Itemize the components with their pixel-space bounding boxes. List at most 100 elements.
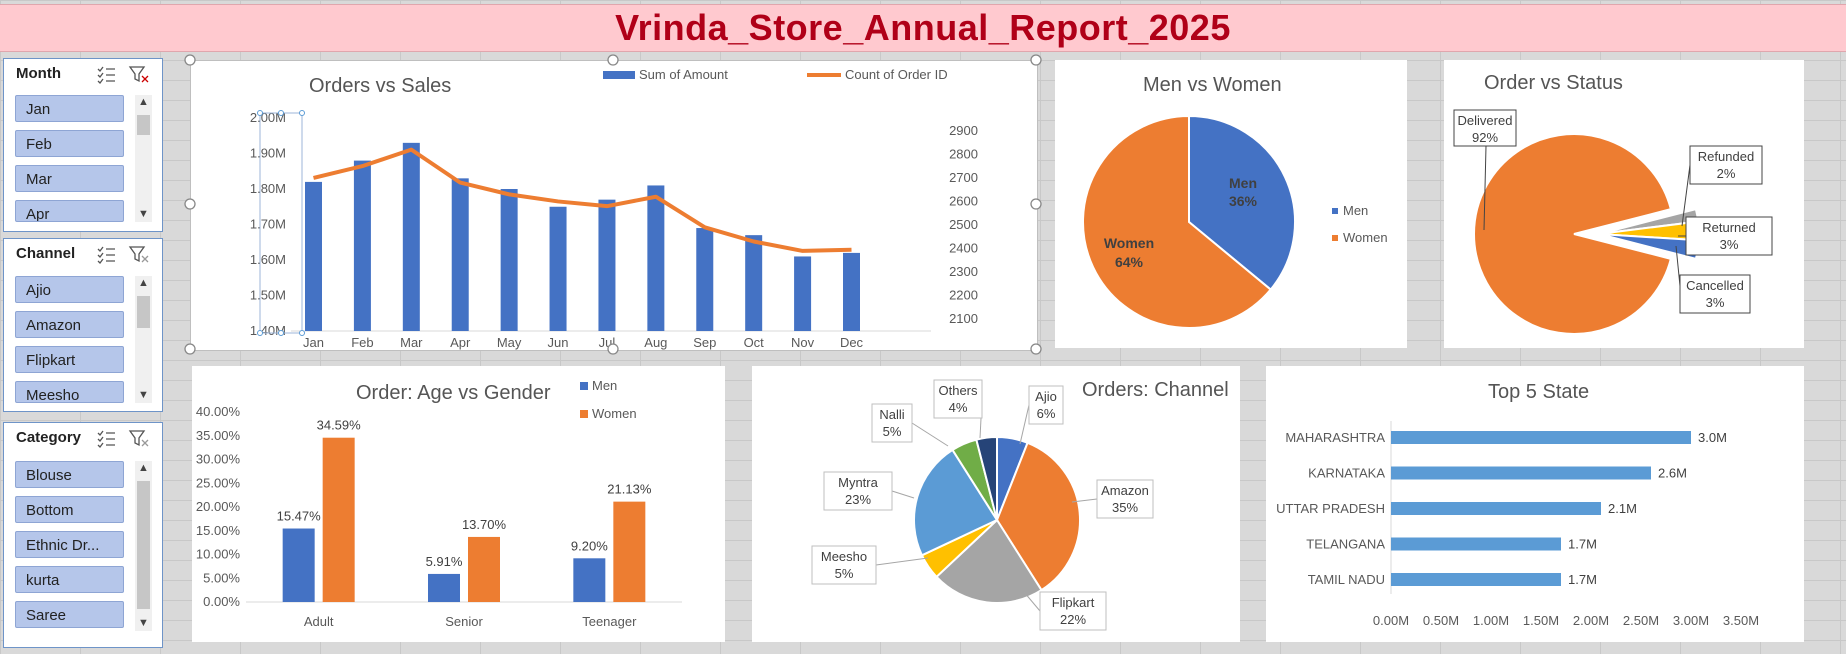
pie-data-labels: Delivered 92% Refunded 2% Returned 3% Cancelle… — [1453, 109, 1773, 314]
slicer-item-saree[interactable]: Saree — [15, 601, 124, 628]
slicer-item-ethnic-dress[interactable]: Ethnic Dr... — [15, 531, 124, 558]
x-axis-ticks: Adult Senior Teenager — [304, 614, 637, 629]
orders-channel-chart[interactable]: Orders: Channel Ajio 6% Amazon 35% Flipkart 2… — [752, 366, 1240, 642]
y-axis-ticks: 0.00% 5.00% 10.00% 15.00% 20.00% 25.00% 30.00%… — [196, 404, 241, 609]
legend-swatch — [580, 410, 588, 418]
bar-data-label: 21.13% — [607, 482, 652, 497]
y2-tick-label: 2300 — [949, 264, 978, 279]
leader-line — [1071, 498, 1098, 503]
callout-label: Amazon — [1101, 483, 1149, 498]
scroll-down-icon[interactable]: ▼ — [138, 389, 149, 401]
multi-select-icon[interactable] — [97, 66, 115, 84]
state-label: TELANGANA — [1306, 537, 1385, 552]
sales-bar — [500, 189, 518, 331]
slicer-item-meesho[interactable]: Meesho — [15, 381, 124, 403]
legend-label: Men — [592, 378, 617, 393]
callout-label: Cancelled — [1686, 278, 1744, 293]
sales-bar — [647, 185, 665, 331]
clear-filter-icon[interactable] — [128, 66, 149, 83]
orders-vs-sales-svg: Orders vs Sales Sum of Amount Count of Or… — [250, 67, 978, 350]
legend-label: Sum of Amount — [639, 67, 728, 82]
callout-box — [823, 471, 893, 511]
x-tick-label: 3.00M — [1673, 613, 1709, 628]
slicer-item-kurta[interactable]: kurta — [15, 566, 124, 593]
channel-slicer[interactable]: Channel Ajio Amazon Flipkart Meesho ▲ ▼ — [3, 238, 163, 412]
callout-box — [1028, 385, 1064, 425]
orders-vs-sales-chart[interactable]: Orders vs Sales Sum of Amount Count of Or… — [190, 60, 1038, 351]
clear-filter-icon[interactable] — [128, 246, 149, 263]
leader-line — [1019, 404, 1030, 445]
x-tick-label: Adult — [304, 614, 334, 629]
pie-slice-others — [975, 435, 998, 521]
callout-box — [811, 545, 877, 585]
multi-select-icon[interactable] — [97, 246, 115, 264]
sales-bar — [598, 199, 616, 331]
y2-tick-label: 2200 — [949, 288, 978, 303]
top-5-state-chart[interactable]: Top 5 State MAHARASHTRA 3.0M KARNATAKA 2.6M… — [1266, 366, 1804, 642]
slicer-item-apr[interactable]: Apr — [15, 200, 124, 222]
sales-bars — [291, 142, 931, 332]
report-banner: Vrinda_Store_Annual_Report_2025 — [0, 4, 1846, 52]
y-tick-label: 1.50M — [250, 288, 286, 303]
y-tick-label: 30.00% — [196, 452, 241, 467]
callout-value: 23% — [845, 492, 871, 507]
scroll-up-icon[interactable]: ▲ — [138, 277, 149, 289]
age-vs-gender-chart[interactable]: Order: Age vs Gender Men Women 0.00% 5.00%… — [192, 366, 725, 642]
order-vs-status-chart[interactable]: Order vs Status Delivered 92% Refunded 2% Re… — [1444, 60, 1804, 348]
chart-title: Order vs Status — [1484, 72, 1623, 94]
y-tick-label: 1.80M — [250, 181, 286, 196]
sales-bar — [794, 256, 812, 331]
slicer-item-ajio[interactable]: Ajio — [15, 276, 124, 303]
scroll-thumb[interactable] — [137, 296, 150, 328]
x-tick-label: Apr — [450, 335, 471, 350]
legend-label: Count of Order ID — [845, 67, 948, 82]
slicer-item-jan[interactable]: Jan — [15, 95, 124, 122]
bar-data-label: 2.1M — [1608, 501, 1637, 516]
bar-data-label: 15.47% — [277, 509, 322, 524]
slicer-scrollbar[interactable]: ▲ ▼ — [135, 461, 152, 631]
y2-tick-label: 2700 — [949, 170, 978, 185]
month-slicer[interactable]: Month Jan Feb Mar Apr ▲ ▼ — [3, 58, 163, 232]
slicer-item-amazon[interactable]: Amazon — [15, 311, 124, 338]
scroll-up-icon[interactable]: ▲ — [138, 96, 149, 108]
callout-box — [1453, 109, 1517, 147]
category-slicer[interactable]: Category Blouse Bottom Ethnic Dr... kurt… — [3, 422, 163, 648]
scroll-thumb[interactable] — [137, 481, 150, 609]
chart-title: Top 5 State — [1488, 381, 1589, 403]
scroll-down-icon[interactable]: ▼ — [138, 208, 149, 220]
slicer-item-mar[interactable]: Mar — [15, 165, 124, 192]
state-label: TAMIL NADU — [1308, 572, 1385, 587]
slicer-item-blouse[interactable]: Blouse — [15, 461, 124, 488]
scroll-down-icon[interactable]: ▼ — [138, 617, 149, 629]
state-label: MAHARASHTRA — [1285, 430, 1385, 445]
leader-line — [875, 557, 929, 566]
pie-data-labels: Ajio 6% Amazon 35% Flipkart 22% Meesho 5% Myntra… — [811, 379, 1154, 631]
chart-title: Orders vs Sales — [309, 75, 451, 97]
slicer-scrollbar[interactable]: ▲ ▼ — [135, 95, 152, 222]
leader-line — [1023, 591, 1041, 612]
scroll-up-icon[interactable]: ▲ — [138, 462, 149, 474]
callout-box — [1685, 216, 1773, 256]
x-tick-label: Dec — [840, 335, 864, 350]
y-tick-label: 25.00% — [196, 475, 241, 490]
slicer-item-feb[interactable]: Feb — [15, 130, 124, 157]
pie-slices — [913, 435, 1081, 604]
bar-data-label: 1.7M — [1568, 572, 1597, 587]
scroll-thumb[interactable] — [137, 115, 150, 135]
chart-selection-handles[interactable] — [184, 54, 1042, 355]
legend-swatch — [1332, 235, 1338, 241]
clear-filter-icon[interactable] — [128, 430, 149, 447]
slicer-item-flipkart[interactable]: Flipkart — [15, 346, 124, 373]
slicer-item-bottom[interactable]: Bottom — [15, 496, 124, 523]
men-vs-women-chart[interactable]: Men vs Women Men 36% Women 64% Men Women — [1055, 60, 1407, 348]
bar-women — [468, 536, 500, 602]
multi-select-icon[interactable] — [97, 430, 115, 448]
slicer-scrollbar[interactable]: ▲ ▼ — [135, 276, 152, 403]
y2-tick-label: 2800 — [949, 146, 978, 161]
callout-label: Myntra — [838, 475, 879, 490]
bar-women — [613, 501, 646, 602]
state-bar — [1391, 573, 1561, 586]
x-tick-label: May — [497, 335, 522, 350]
legend-label: Women — [592, 406, 637, 421]
x-tick-label: Sep — [693, 335, 716, 350]
